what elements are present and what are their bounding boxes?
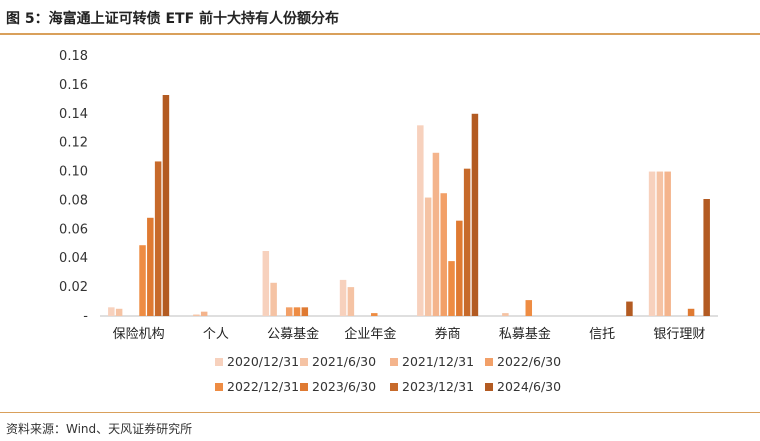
bar [664,171,671,316]
y-tick-label: 0.16 [59,78,88,93]
bar [687,308,695,316]
bar [424,197,432,316]
bar [525,300,533,316]
legend-label: 2021/12/31 [402,354,474,369]
legend-label: 2024/6/30 [497,379,561,394]
x-category-label: 信托 [589,327,615,342]
category-labels: 保险机构 个人 公募基金 企业年金 券商 私募基金 信托 银行理财 [113,326,706,342]
bar [147,217,154,316]
bar [448,261,455,316]
bar [648,171,656,316]
y-tick-label: 0.04 [59,251,88,266]
x-category-label: 券商 [435,326,461,342]
bar [139,245,146,316]
y-tick-label: - [83,309,88,324]
bar [108,307,115,316]
x-category-label: 个人 [203,327,229,342]
y-axis: - 0.02 0.04 0.06 0.08 0.10 0.12 0.14 0.16 0.18 [59,49,88,324]
bar [200,311,208,316]
bar [262,251,270,316]
bar [626,301,633,316]
y-tick-label: 0.14 [59,107,88,122]
legend-label: 2021/6/30 [312,354,376,369]
bar-chart: - 0.02 0.04 0.06 0.08 0.10 0.12 0.14 0.16 0.18 保险… [59,49,718,394]
legend-swatch [390,358,398,366]
bar [193,314,200,316]
x-category-label: 企业年金 [344,326,396,342]
y-tick-label: 0.06 [59,222,88,237]
legend-swatch [485,383,493,391]
legend-label: 2023/6/30 [312,379,376,394]
legend-swatch [390,383,398,391]
x-category-label: 私募基金 [499,326,551,342]
bottom-divider [0,412,760,413]
legend-label: 2023/12/31 [402,379,474,394]
legend-label: 2022/6/30 [497,354,561,369]
bar [703,199,710,316]
bars-group [108,95,710,316]
bar [339,279,347,316]
bar [285,307,293,316]
y-tick-label: 0.12 [59,136,88,151]
bar [371,313,378,316]
x-category-label: 保险机构 [113,327,165,342]
legend-label: 2020/12/31 [227,354,299,369]
bar [502,313,509,316]
chart-title: 图 5：海富通上证可转债 ETF 前十大持有人份额分布 [6,11,340,27]
bar [293,307,301,316]
legend-swatch [215,383,223,391]
y-tick-label: 0.08 [59,193,88,208]
bar [154,161,162,316]
legend-swatch [300,383,308,391]
bar [115,308,123,316]
top-divider [0,33,760,35]
legend-swatch [300,358,308,366]
y-tick-label: 0.18 [59,49,88,64]
bar [417,125,424,316]
bar [471,113,479,316]
y-tick-label: 0.10 [59,165,88,180]
bar [162,95,170,316]
bar [463,168,471,316]
legend: 2020/12/31 2021/6/30 2021/12/31 2022/6/30 20… [215,354,561,394]
bar [301,307,309,316]
x-category-label: 银行理财 [653,327,705,342]
bar [656,171,664,316]
y-tick-label: 0.02 [59,280,88,295]
legend-swatch [215,358,223,366]
bar [440,193,447,316]
source-note: 资料来源：Wind、天风证券研究所 [6,422,193,436]
bar [347,287,355,316]
legend-label: 2022/12/31 [227,379,299,394]
legend-swatch [485,358,493,366]
x-category-label: 公募基金 [267,326,319,342]
bar [456,220,463,316]
bar [270,282,277,316]
bar [432,152,440,316]
